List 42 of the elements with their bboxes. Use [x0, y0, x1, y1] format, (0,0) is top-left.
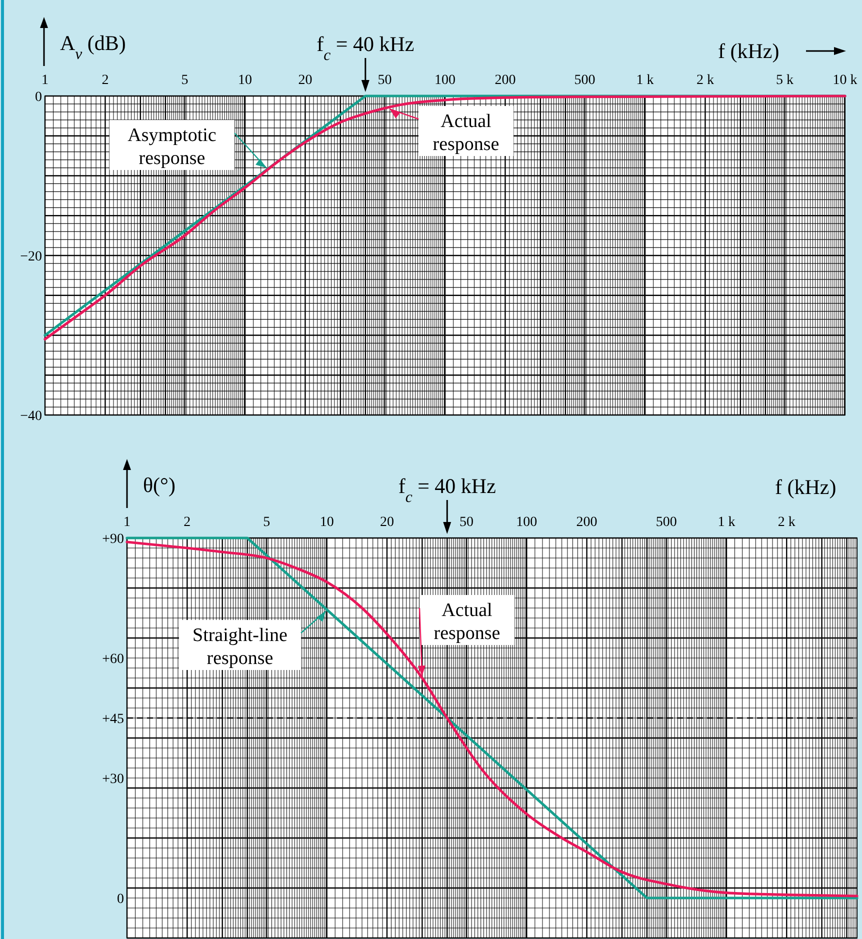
x-axis-title: f (kHz)	[718, 39, 780, 63]
y-axis-title: A$_{v}$ (dB)	[60, 31, 126, 62]
x-tick-label: 50	[459, 515, 474, 530]
y-tick-label: +60	[102, 652, 124, 667]
x-tick-label: 2	[184, 515, 191, 530]
x-tick-label: 500	[574, 73, 596, 88]
text: f$_{c}$ = 40 kHz	[398, 474, 496, 506]
x-tick-label: 5 k	[776, 73, 794, 88]
text: f$_{c}$ = 40 kHz	[316, 32, 414, 64]
x-tick-label: 10	[238, 73, 252, 88]
y-axis-title: θ(°)	[143, 473, 176, 497]
x-tick-label: 5	[263, 515, 270, 530]
x-tick-label: 200	[576, 515, 598, 530]
series-label: Actual response	[434, 600, 500, 644]
x-tick-label: 20	[298, 73, 312, 88]
x-tick-label: 1 k	[718, 515, 736, 530]
x-tick-label: 20	[380, 515, 394, 530]
series-label: Straight-line response	[192, 625, 288, 669]
x-tick-label: 5	[181, 73, 188, 88]
x-tick-label: 100	[516, 515, 538, 530]
x-tick-label: 1	[42, 73, 48, 88]
x-tick-label: 1	[124, 515, 130, 530]
y-tick-label: 0	[35, 90, 42, 105]
x-tick-label: 200	[494, 73, 516, 88]
legend-label: Actual response	[432, 111, 500, 155]
x-tick-label: 10 k	[832, 73, 858, 88]
x-tick-label: 2	[102, 73, 109, 88]
x-axis-title: f (kHz)	[775, 475, 836, 499]
x-tick-label: 500	[656, 515, 677, 530]
x-tick-label: 10	[320, 515, 334, 530]
x-tick-label: 100	[434, 73, 456, 88]
x-tick-label: 2 k	[696, 73, 714, 88]
x-tick-label: 50	[378, 73, 392, 88]
x-tick-label: 1 k	[636, 73, 654, 88]
y-tick-label: +30	[102, 772, 124, 787]
y-tick-label: −40	[20, 409, 42, 424]
y-tick-label: +45	[102, 712, 124, 727]
y-tick-label: −20	[20, 250, 42, 264]
y-tick-label: 0	[117, 892, 124, 907]
y-tick-label: +90	[102, 532, 124, 547]
x-tick-label: 2 k	[778, 515, 796, 530]
series-label: Asymptotic response	[128, 125, 216, 169]
